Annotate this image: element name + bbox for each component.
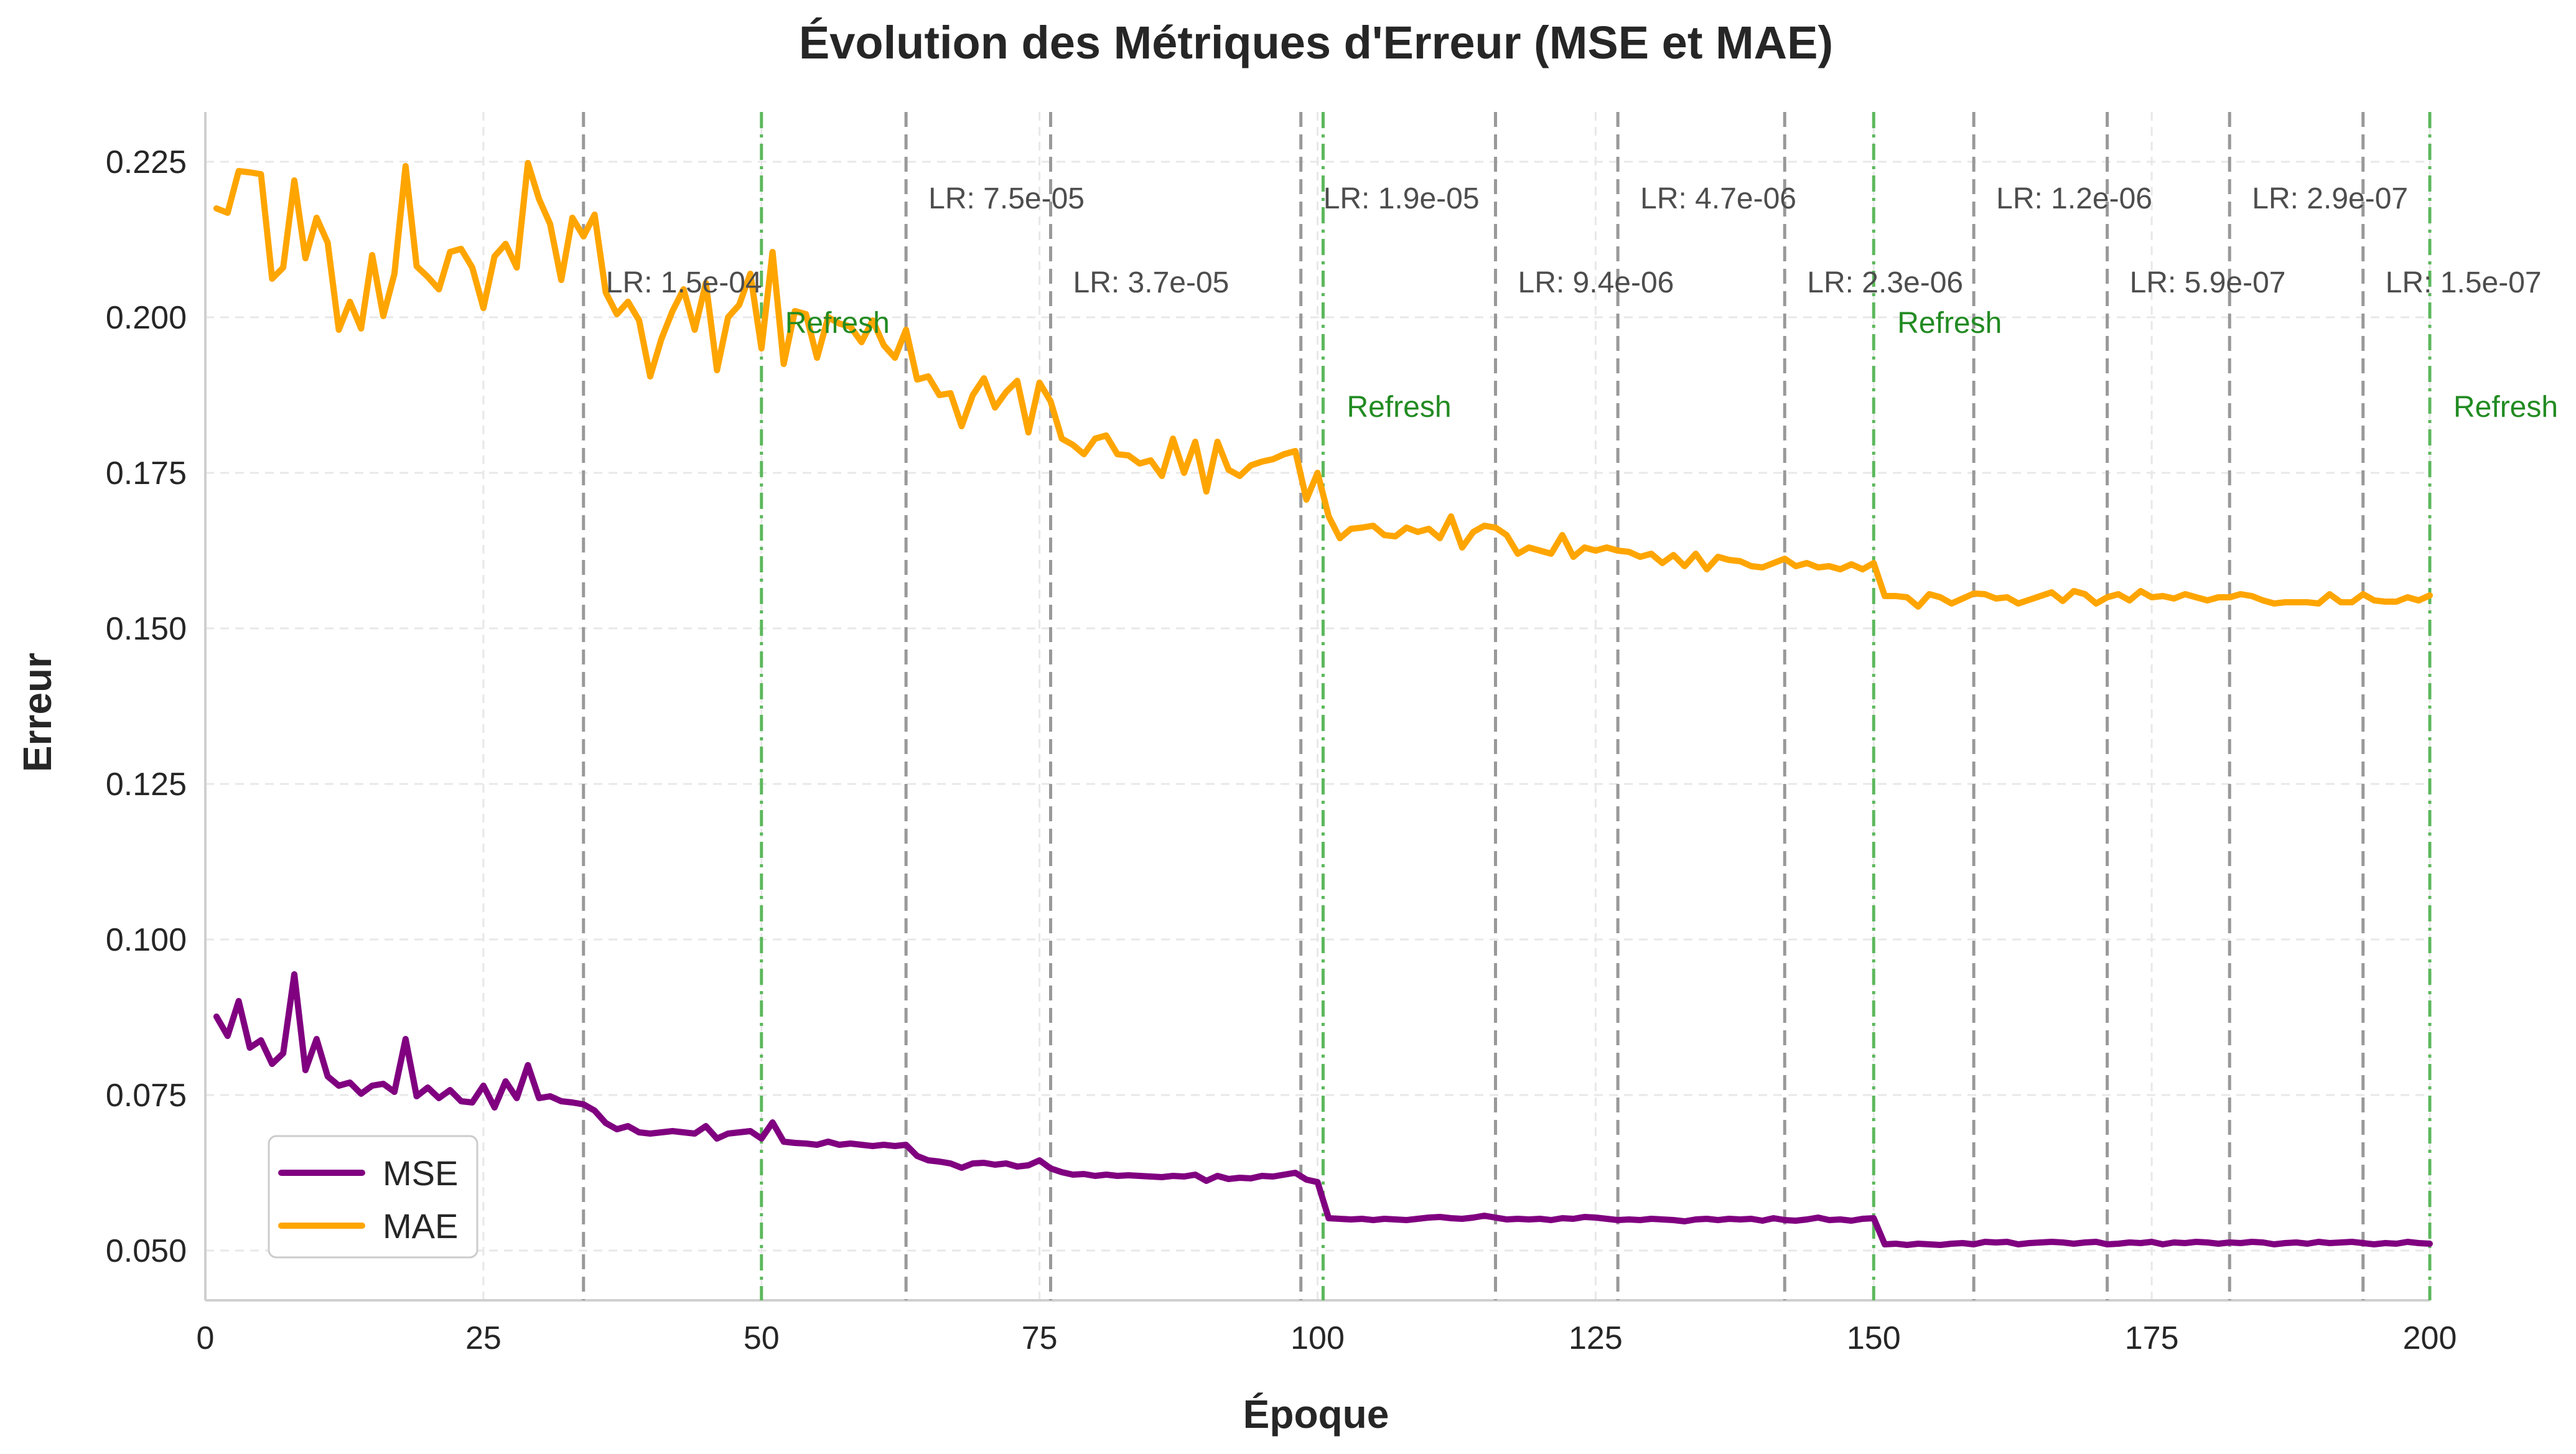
y-tick-label: 0.100	[106, 922, 187, 958]
lr-change-label: LR: 2.9e-07	[2252, 182, 2408, 215]
grid	[204, 112, 2431, 1300]
y-tick-label: 0.200	[106, 300, 187, 336]
refresh-label: Refresh	[1897, 307, 2002, 340]
legend-label-mae: MAE	[383, 1206, 458, 1246]
x-tick-label: 0	[197, 1320, 215, 1356]
refresh-label: Refresh	[2453, 391, 2558, 424]
lr-change-label: LR: 1.9e-05	[1323, 182, 1480, 215]
lr-change-label: LR: 7.5e-05	[928, 182, 1085, 215]
y-axis-ticks: 0.050 0.075 0.100 0.125 0.150 0.175 0.200 0.225	[106, 144, 187, 1269]
axes	[204, 112, 2430, 1302]
refresh-label: Refresh	[1346, 391, 1451, 424]
series-line-mae	[213, 160, 2433, 610]
refresh-label: Refresh	[785, 307, 890, 340]
lr-change-label: LR: 5.9e-07	[2130, 266, 2286, 299]
lr-change-label: LR: 1.5e-07	[2386, 266, 2542, 299]
y-tick-label: 0.075	[106, 1078, 187, 1114]
x-tick-label: 200	[2403, 1320, 2457, 1356]
y-tick-label: 0.150	[106, 611, 187, 647]
series-line-mse	[213, 971, 2433, 1248]
x-tick-label: 125	[1569, 1320, 1623, 1356]
x-axis-label: Époque	[1243, 1392, 1389, 1437]
lr-change-label: LR: 3.7e-05	[1073, 266, 1230, 299]
legend-label-mse: MSE	[383, 1153, 458, 1193]
series-lines	[213, 160, 2433, 1248]
lr-change-label: LR: 2.3e-06	[1807, 266, 1963, 299]
legend: MSE MAE	[268, 1135, 478, 1259]
y-tick-label: 0.175	[106, 455, 187, 492]
x-tick-label: 100	[1290, 1320, 1345, 1356]
x-axis-ticks: 0 25 50 75 100 125 150 175 200	[197, 1320, 2457, 1356]
lr-change-label: LR: 1.2e-06	[1996, 182, 2152, 215]
x-tick-label: 25	[465, 1320, 502, 1356]
x-tick-label: 50	[744, 1320, 780, 1356]
lr-change-label: LR: 4.7e-06	[1640, 182, 1796, 215]
y-tick-label: 0.125	[106, 767, 187, 803]
y-tick-label: 0.050	[106, 1233, 187, 1269]
lr-change-label: LR: 9.4e-06	[1518, 266, 1674, 299]
y-axis-label: Erreur	[15, 653, 60, 772]
x-tick-label: 150	[1847, 1320, 1901, 1356]
annotation-labels: LR: 1.5e-04 LR: 7.5e-05 LR: 3.7e-05 LR: 1.9…	[606, 182, 2558, 424]
y-tick-label: 0.225	[106, 144, 187, 180]
lr-change-label: LR: 1.5e-04	[606, 266, 762, 299]
x-tick-label: 75	[1022, 1320, 1058, 1356]
x-tick-label: 175	[2125, 1320, 2179, 1356]
chart-title: Évolution des Métriques d'Erreur (MSE et…	[799, 17, 1833, 68]
